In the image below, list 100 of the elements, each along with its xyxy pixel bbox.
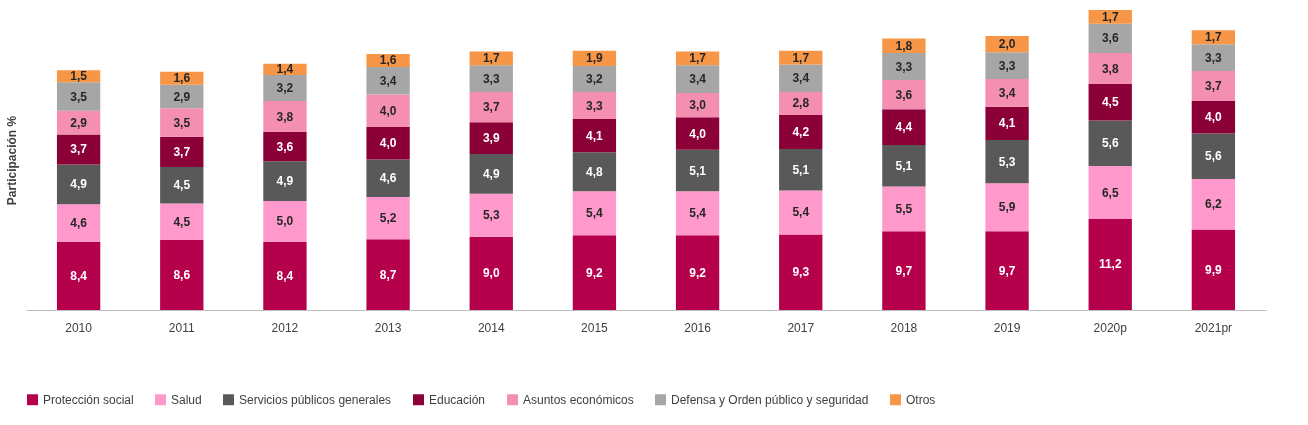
- data-label: 3,3: [998, 58, 1016, 73]
- bar: [985, 106, 1029, 141]
- x-tick-label: 2021pr: [1194, 320, 1233, 335]
- x-tick-label: 2016: [684, 320, 712, 335]
- legend-label: Defensa y Orden público y seguridad: [671, 392, 869, 407]
- bar: [1191, 44, 1236, 71]
- data-label: 9,7: [998, 263, 1016, 278]
- bar: [572, 191, 617, 236]
- data-label: 3,4: [792, 71, 810, 86]
- x-tick-label: 2018: [890, 320, 918, 335]
- data-label: 4,5: [1101, 95, 1119, 110]
- data-label: 8,4: [70, 268, 88, 283]
- data-label: 5,2: [379, 211, 397, 226]
- bar: [263, 101, 307, 132]
- bar: [56, 204, 101, 242]
- data-label: 3,8: [1101, 61, 1119, 76]
- x-tick-label: 2017: [787, 320, 815, 335]
- data-label: 5,0: [276, 214, 294, 229]
- legend-label: Asuntos económicos: [523, 392, 634, 407]
- bar: [1191, 101, 1236, 134]
- data-label: 4,0: [379, 136, 397, 151]
- data-label: 3,7: [173, 144, 191, 159]
- bar: [572, 92, 617, 119]
- data-label: 1,7: [792, 50, 810, 65]
- data-label: 4,0: [379, 103, 397, 118]
- data-label: 1,7: [1205, 30, 1223, 45]
- data-label: 3,4: [379, 73, 397, 88]
- bar: [675, 65, 720, 93]
- data-label: 3,7: [1205, 79, 1223, 94]
- bar: [779, 114, 823, 150]
- data-label: 5,1: [792, 162, 810, 177]
- bar: [263, 241, 307, 310]
- data-label: 4,6: [379, 171, 397, 186]
- data-label: 8,4: [276, 268, 294, 283]
- bar: [469, 236, 513, 310]
- data-label: 2,9: [70, 115, 88, 130]
- data-label: 3,3: [586, 98, 604, 113]
- data-label: 1,6: [379, 53, 397, 68]
- data-label: 3,2: [586, 72, 604, 87]
- bar: [366, 66, 410, 95]
- data-label: 9,0: [482, 266, 500, 281]
- bar: [675, 117, 720, 150]
- data-label: 4,1: [998, 116, 1016, 131]
- data-label: 1,7: [1101, 9, 1119, 24]
- data-label: 3,4: [998, 85, 1016, 100]
- data-label: 4,9: [70, 177, 88, 192]
- bar: [1088, 218, 1132, 310]
- data-label: 3,5: [70, 89, 88, 104]
- bar: [882, 79, 926, 110]
- bar: [366, 159, 410, 197]
- data-label: 4,2: [792, 124, 810, 139]
- data-label: 9,3: [792, 265, 810, 280]
- data-label: 3,3: [482, 71, 500, 86]
- bar: [572, 235, 617, 310]
- bar: [985, 79, 1029, 107]
- x-tick-label: 2020p: [1093, 320, 1128, 335]
- data-label: 4,1: [586, 128, 604, 143]
- data-label: 4,0: [689, 126, 707, 141]
- data-label: 5,5: [895, 201, 913, 216]
- bar: [1088, 166, 1132, 219]
- bar: [366, 127, 410, 160]
- bar: [56, 241, 101, 310]
- data-label: 1,7: [689, 51, 707, 66]
- bar: [1191, 70, 1236, 102]
- data-label: 5,4: [689, 206, 707, 221]
- bar: [882, 186, 926, 232]
- data-label: 3,6: [1101, 31, 1119, 46]
- data-label: 2,0: [998, 37, 1016, 52]
- bar: [263, 131, 307, 162]
- bar: [882, 144, 926, 187]
- bar: [675, 235, 720, 310]
- data-label: 2,9: [173, 89, 191, 104]
- x-tick-label: 2010: [65, 320, 93, 335]
- data-label: 9,2: [586, 265, 604, 280]
- legend-label: Protección social: [43, 392, 134, 407]
- bar: [1088, 23, 1132, 54]
- data-label: 3,2: [276, 81, 294, 96]
- bar: [675, 191, 720, 236]
- data-label: 3,6: [276, 139, 294, 154]
- data-label: 1,7: [482, 51, 500, 66]
- data-label: 2,8: [792, 96, 810, 111]
- bar: [160, 203, 204, 241]
- data-label: 1,5: [70, 69, 88, 84]
- legend-label: Educación: [429, 392, 486, 407]
- data-label: 1,8: [895, 38, 913, 53]
- data-label: 3,5: [173, 115, 191, 130]
- x-tick-label: 2015: [581, 320, 609, 335]
- data-label: 3,7: [70, 142, 88, 157]
- data-label: 3,4: [689, 72, 707, 87]
- data-label: 3,6: [895, 87, 913, 102]
- data-label: 3,0: [689, 98, 707, 113]
- bar: [160, 108, 204, 137]
- data-label: 3,7: [482, 100, 500, 115]
- bar: [985, 52, 1029, 80]
- data-label: 4,8: [586, 164, 604, 179]
- bar: [779, 234, 823, 310]
- data-label: 6,2: [1205, 197, 1223, 212]
- bar: [882, 53, 926, 80]
- bar: [366, 196, 410, 240]
- data-label: 5,1: [689, 163, 707, 178]
